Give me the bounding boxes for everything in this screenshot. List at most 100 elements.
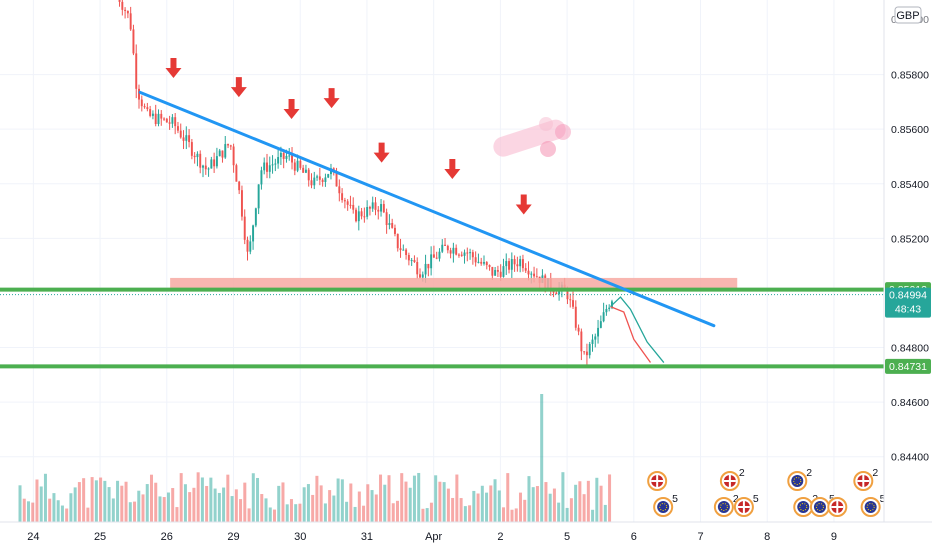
currency-badge[interactable]: GBP	[894, 6, 922, 24]
volume-bar	[128, 502, 132, 522]
volume-bar	[463, 506, 467, 522]
volume-bar	[230, 496, 234, 522]
price-axis[interactable]	[884, 0, 932, 522]
candle-body	[402, 249, 405, 251]
price-tick: 0.85200	[891, 233, 929, 245]
candle-body	[416, 262, 419, 275]
candle-body	[235, 165, 238, 182]
candle-body	[502, 266, 505, 277]
volume-bar	[73, 487, 77, 522]
candle-body	[279, 152, 282, 158]
eu-stars	[799, 503, 808, 511]
candle-body	[446, 245, 449, 251]
arrow-down-icon	[373, 142, 390, 163]
volume-bar	[561, 472, 565, 522]
volume-bar	[404, 481, 408, 522]
volume-bar	[608, 474, 612, 522]
candle-body	[160, 113, 163, 119]
projection-paths[interactable]	[610, 296, 665, 363]
candle-body	[327, 174, 330, 178]
volume-bar	[94, 480, 98, 522]
candle-body	[463, 252, 466, 256]
volume-bar	[523, 499, 527, 522]
event-count: 2	[739, 467, 745, 479]
candle-body	[368, 207, 371, 209]
candle-body	[588, 343, 591, 356]
candle-body	[213, 159, 216, 167]
volume-bar	[149, 474, 153, 522]
arrow-markers[interactable]	[165, 58, 532, 215]
candle-body	[346, 201, 349, 205]
event-count: 5	[880, 493, 886, 505]
time-axis[interactable]: 24 25 26 29 30 31 Apr 2 5 6 7 8 9	[27, 531, 837, 543]
candle-body	[207, 168, 210, 170]
volume-bar	[175, 507, 179, 522]
candle-body	[146, 107, 149, 110]
candle-body	[357, 211, 360, 222]
candle-body	[135, 53, 138, 89]
candle-body	[121, 1, 124, 10]
volume-bar	[298, 503, 302, 522]
price-tick: 0.85600	[891, 124, 929, 136]
volume-bar	[56, 500, 60, 522]
candle-body	[151, 113, 154, 116]
candle-body	[494, 270, 497, 276]
candle-body	[296, 160, 299, 171]
volume-bar	[480, 485, 484, 522]
countdown-label: 48:43	[895, 304, 921, 316]
eu-stars	[719, 503, 728, 511]
candle-body	[307, 169, 310, 181]
candle-body	[360, 211, 363, 217]
time-tick: 8	[764, 531, 770, 543]
volume-bar	[120, 485, 124, 522]
candle-body	[521, 259, 524, 269]
volume-bar	[260, 494, 264, 522]
candle-body	[263, 162, 266, 171]
volume-bar	[289, 499, 293, 522]
volume-bar	[22, 498, 26, 522]
volume-bar	[247, 508, 251, 522]
volume-bar	[107, 487, 111, 522]
candle-body	[583, 351, 586, 353]
volume-bar	[205, 485, 209, 522]
volume-bar	[569, 498, 573, 522]
candle-body	[268, 165, 271, 172]
candle-body	[288, 155, 291, 157]
volume-bar	[277, 485, 281, 522]
volume-bar	[124, 481, 128, 522]
volume-bar	[166, 492, 170, 522]
volume-bar	[425, 508, 429, 522]
resistance-zone[interactable]	[170, 277, 738, 291]
candle-body	[477, 261, 480, 263]
candle-body	[224, 144, 227, 158]
trendline[interactable]	[138, 90, 716, 328]
volume-bar	[459, 498, 463, 522]
volume-bar	[370, 490, 374, 522]
volume-bar	[451, 497, 455, 522]
candle-body	[471, 252, 474, 258]
candle-body	[508, 261, 511, 270]
candle-body	[165, 118, 168, 123]
candle-body	[608, 307, 611, 309]
candle-body	[577, 327, 580, 332]
candle-body	[196, 153, 199, 158]
candle-body	[138, 88, 140, 100]
candle-body	[419, 274, 421, 278]
price-label: 0.84994	[889, 290, 927, 302]
volume-bar	[574, 484, 578, 522]
volume-bar	[586, 480, 590, 522]
volume-bar	[510, 509, 514, 522]
volume-bar	[476, 493, 480, 522]
volume-bar	[446, 488, 450, 522]
volume-bar	[31, 502, 35, 522]
volume-bar	[39, 486, 43, 522]
candle-body	[410, 260, 413, 262]
volume-bar	[43, 473, 47, 522]
economic-events[interactable]: 522522525	[647, 467, 886, 517]
event-count: 5	[672, 493, 678, 505]
eu-flag-icon	[813, 501, 826, 513]
candle-body	[491, 266, 494, 276]
arrow-down-icon	[323, 88, 340, 109]
